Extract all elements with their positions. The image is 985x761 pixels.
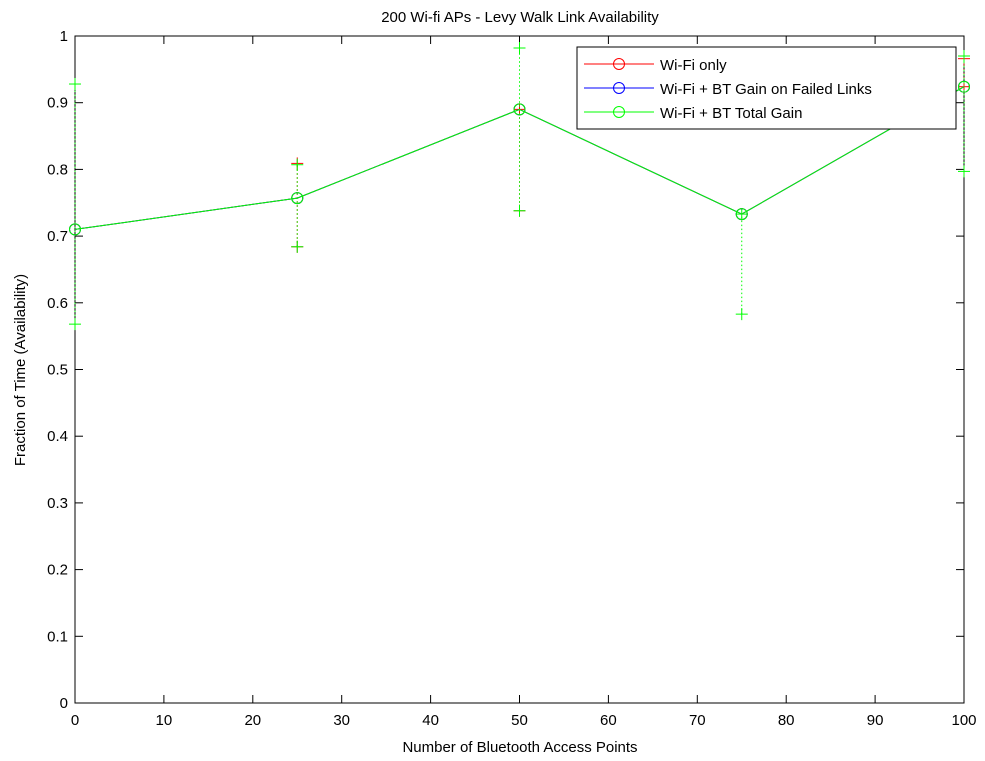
y-tick-label: 0.5: [47, 362, 68, 379]
legend: Wi-Fi only Wi-Fi + BT Gain on Failed Link…: [576, 46, 957, 130]
y-tick-label: 1: [60, 28, 68, 45]
legend-label: Wi-Fi + BT Gain on Failed Links: [660, 81, 872, 98]
x-tick-label: 70: [689, 712, 706, 729]
legend-label: Wi-Fi only: [660, 57, 727, 74]
x-tick-label: 90: [867, 712, 884, 729]
x-tick-label: 0: [71, 712, 79, 729]
y-tick-label: 0.4: [47, 428, 68, 445]
x-tick-label: 30: [333, 712, 350, 729]
data-point: [958, 80, 970, 93]
x-tick-label: 10: [156, 712, 173, 729]
y-tick-label: 0.9: [47, 95, 68, 112]
y-tick-label: 0.2: [47, 562, 68, 579]
data-point: [735, 208, 748, 221]
x-tick-label: 40: [422, 712, 439, 729]
legend-marker: [613, 106, 625, 118]
x-axis-label: Number of Bluetooth Access Points: [402, 739, 637, 756]
y-tick-label: 0: [60, 695, 68, 712]
x-tick-label: 80: [778, 712, 795, 729]
x-tick-label: 20: [244, 712, 261, 729]
plot-area: 0 10 20 30 40 50 60 70 80 90 100 0 0.1 0.2 0.3 0.4 0.5 0.…: [47, 28, 976, 729]
series-line: [74, 86, 965, 230]
data-point: [291, 192, 304, 205]
data-point: [69, 223, 81, 236]
y-tick-label: 0.8: [47, 161, 68, 178]
y-tick-label: 0.6: [47, 295, 68, 312]
data-point: [513, 103, 526, 116]
legend-marker: [613, 58, 625, 70]
x-tick-label: 50: [511, 712, 528, 729]
y-tick-label: 0.7: [47, 228, 68, 245]
y-tick-label: 0.1: [47, 628, 68, 645]
legend-marker: [613, 82, 625, 94]
axes-box: [74, 35, 965, 704]
chart-title: 200 Wi-fi APs - Levy Walk Link Availabil…: [381, 9, 659, 26]
x-tick-label: 60: [600, 712, 617, 729]
legend-label: Wi-Fi + BT Total Gain: [660, 105, 802, 122]
x-tick-label: 100: [951, 712, 976, 729]
y-tick-label: 0.3: [47, 495, 68, 512]
y-axis-label: Fraction of Time (Availability): [12, 274, 29, 466]
